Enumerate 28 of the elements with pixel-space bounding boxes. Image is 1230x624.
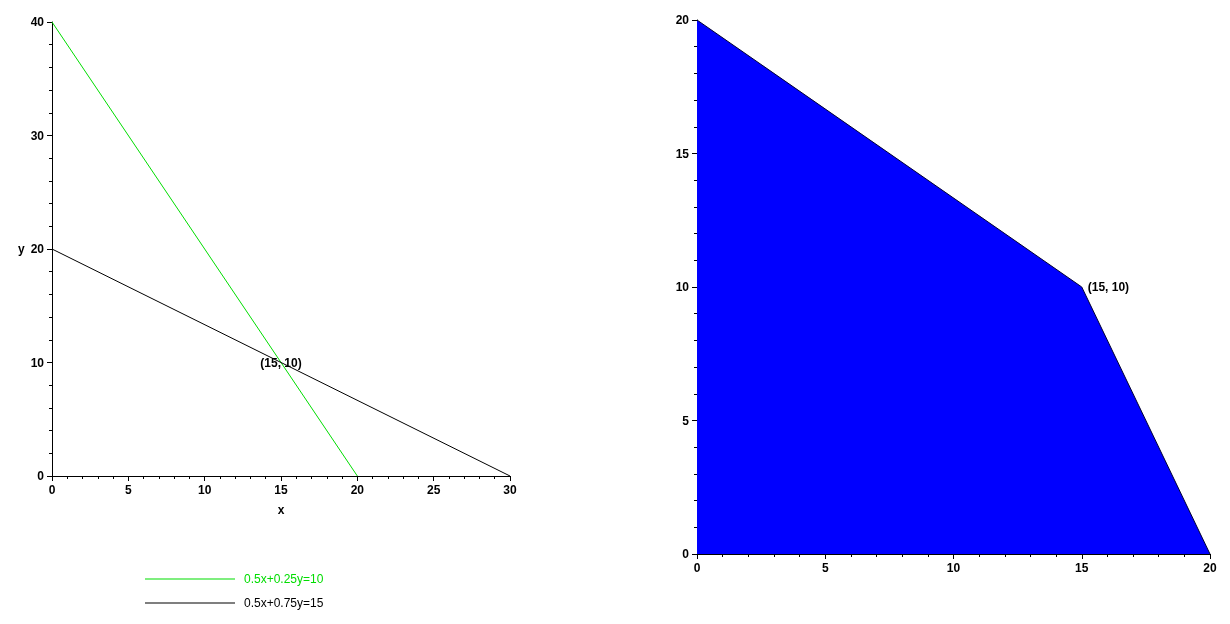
x-tick-label: 10 (946, 561, 961, 575)
text: 0.5x+0.25y=10 (244, 572, 324, 586)
annotation: (15, 10) (1087, 280, 1130, 294)
x-tick-label: 15 (274, 483, 288, 497)
x-tick-label: 0 (48, 483, 56, 497)
y-tick-label: 20 (30, 242, 45, 256)
annotation: (15, 10) (260, 355, 302, 370)
x-tick-label: 25 (426, 483, 441, 497)
x-axis-title: x (277, 503, 285, 517)
y-tick-label: 15 (675, 146, 690, 161)
x-tick-label: 30 (503, 483, 517, 497)
x-tick-label: 5 (821, 561, 829, 575)
text: 0.5x+0.75y=15 (244, 596, 324, 610)
x-tick-label: 20 (1203, 561, 1217, 575)
x-tick-label: 20 (350, 483, 365, 497)
x-tick-label: 15 (1075, 561, 1089, 575)
y-tick-label: 10 (30, 355, 45, 370)
y-axis-title: y (18, 242, 26, 256)
y-tick-label: 5 (682, 413, 690, 428)
y-tick-label: 40 (30, 15, 45, 29)
x-tick-label: 5 (124, 483, 132, 497)
x-tick-label: 10 (197, 483, 212, 497)
y-tick-label: 0 (682, 547, 690, 561)
y-tick-label: 20 (675, 13, 690, 27)
y-tick-label: 0 (37, 469, 45, 483)
y-tick-label: 30 (30, 128, 45, 143)
y-tick-label: 10 (675, 280, 690, 294)
x-tick-label: 0 (693, 561, 701, 575)
